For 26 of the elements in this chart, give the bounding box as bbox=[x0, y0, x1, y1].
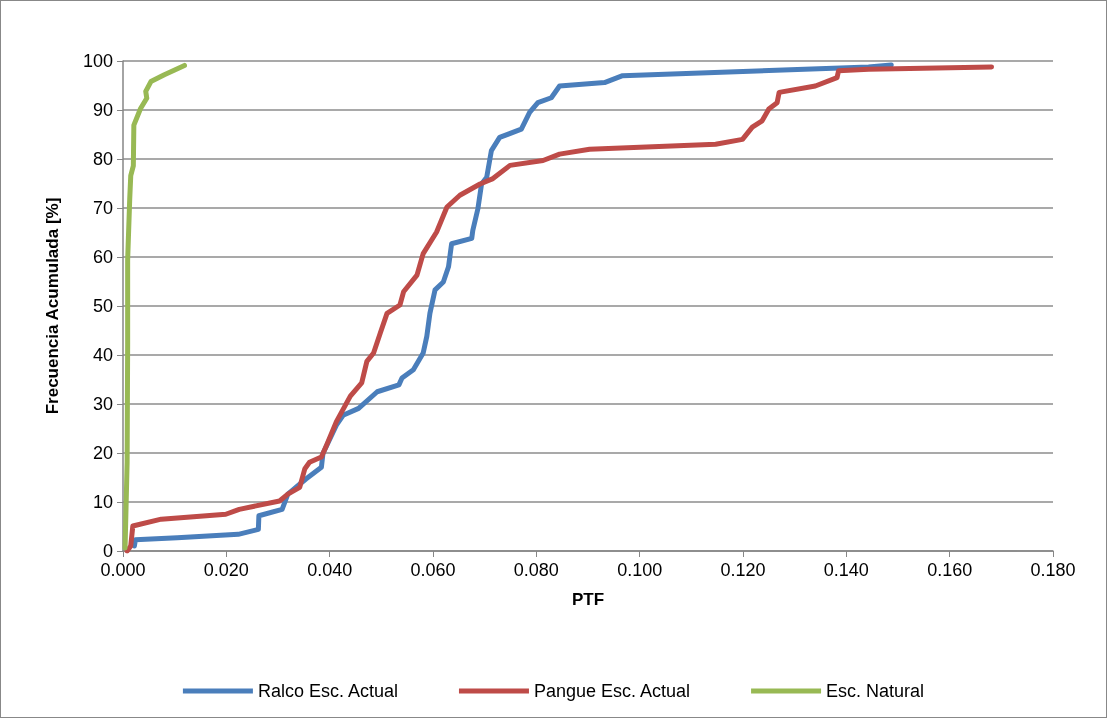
y-tick-label: 10 bbox=[92, 492, 113, 512]
y-axis-title: Frecuencia Acumulada [%] bbox=[43, 197, 62, 415]
legend-label: Ralco Esc. Actual bbox=[257, 681, 398, 701]
legend-label: Esc. Natural bbox=[826, 681, 925, 701]
y-tick-label: 70 bbox=[92, 198, 113, 218]
x-tick-label: 0.060 bbox=[410, 560, 456, 580]
y-tick-label: 40 bbox=[92, 345, 113, 365]
y-tick-label: 0 bbox=[102, 541, 113, 561]
x-tick-label: 0.000 bbox=[100, 560, 146, 580]
x-tick-label: 0.100 bbox=[617, 560, 663, 580]
y-tick-label: 90 bbox=[92, 100, 113, 120]
x-tick-label: 0.180 bbox=[1030, 560, 1076, 580]
x-tick-label: 0.140 bbox=[823, 560, 869, 580]
x-tick-label: 0.120 bbox=[720, 560, 766, 580]
y-tick-label: 50 bbox=[92, 296, 113, 316]
x-tick-label: 0.160 bbox=[927, 560, 973, 580]
x-tick-label: 0.020 bbox=[203, 560, 249, 580]
y-tick-label: 80 bbox=[92, 149, 113, 169]
y-tick-label: 60 bbox=[92, 247, 113, 267]
y-tick-label: 30 bbox=[92, 394, 113, 414]
y-tick-label: 20 bbox=[92, 443, 113, 463]
legend-label: Pangue Esc. Actual bbox=[533, 681, 691, 701]
x-tick-label: 0.040 bbox=[307, 560, 353, 580]
y-tick-label: 100 bbox=[82, 51, 113, 71]
x-tick-label: 0.080 bbox=[513, 560, 559, 580]
x-axis-title: PTF bbox=[571, 590, 605, 609]
